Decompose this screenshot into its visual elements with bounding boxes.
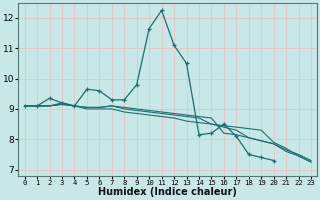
X-axis label: Humidex (Indice chaleur): Humidex (Indice chaleur) — [98, 187, 237, 197]
